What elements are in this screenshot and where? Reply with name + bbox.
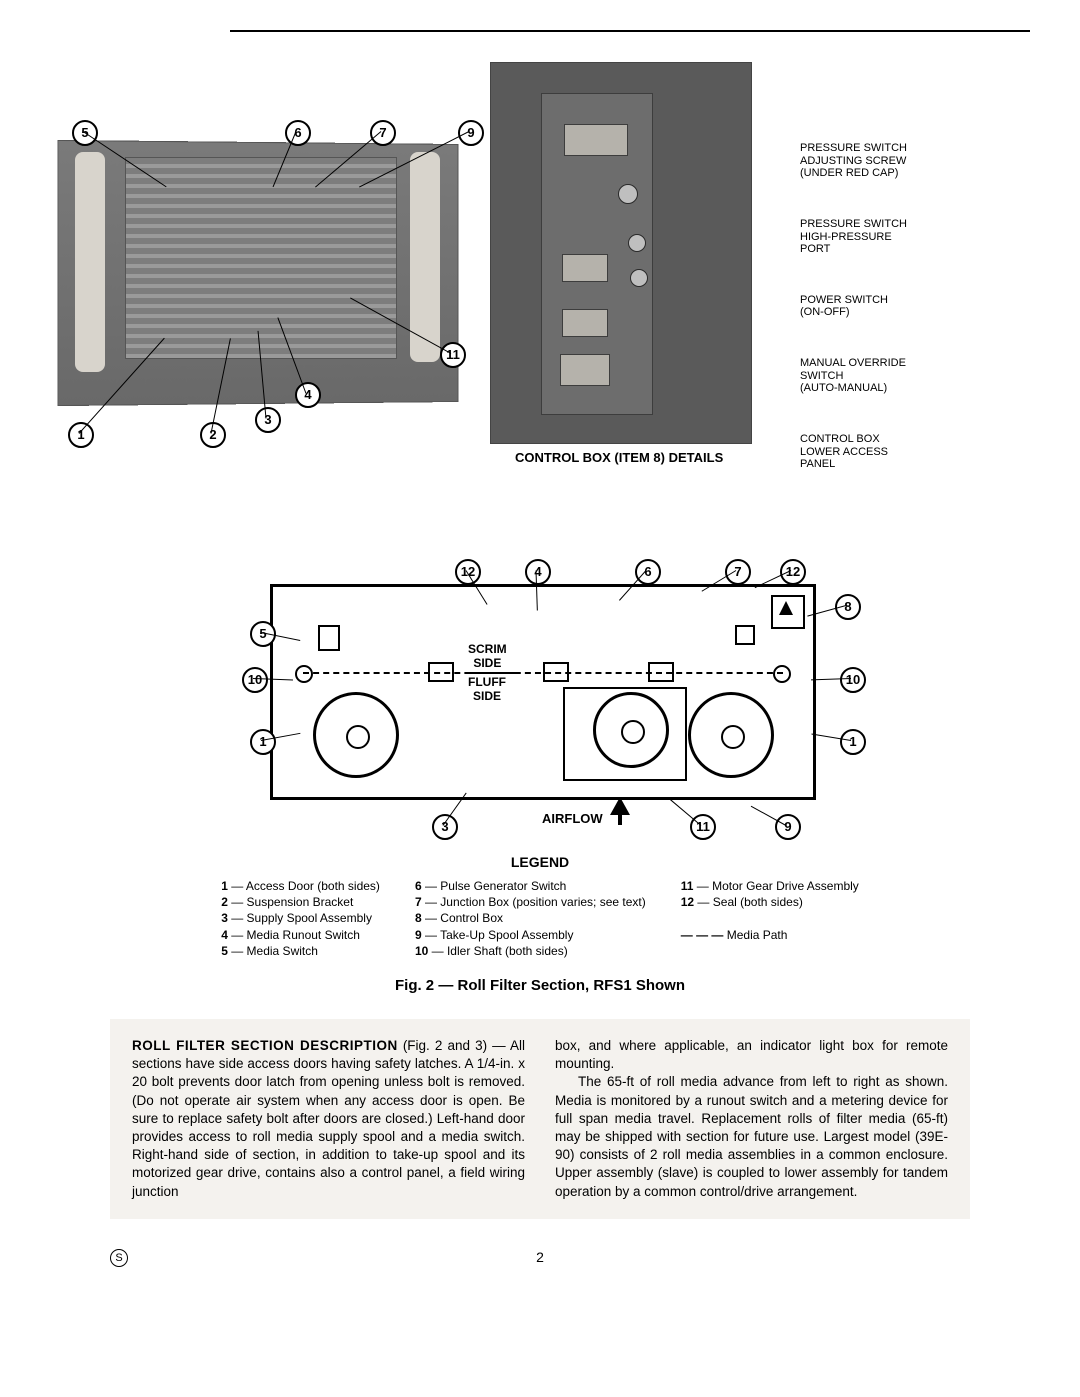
power-knob (630, 269, 648, 287)
control-photo-bg (490, 62, 752, 444)
legend-row: 9 — Take-Up Spool Assembly (415, 927, 646, 943)
photo-callout: 11 (440, 342, 466, 368)
adjust-screw (618, 184, 638, 204)
legend-col-2: 6 — Pulse Generator Switch7 — Junction B… (415, 878, 646, 959)
diagram-wrap: SCRIM SIDE FLUFF SIDE AIRFLOW 1246712851… (50, 559, 1030, 844)
legend-row: 2 — Suspension Bracket (221, 894, 380, 910)
control-label: PRESSURE SWITCHHIGH-PRESSUREPORT (800, 218, 990, 256)
diagram-callout: 3 (432, 814, 458, 840)
diagram-callout: 4 (525, 559, 551, 585)
page-number: 2 (536, 1249, 544, 1265)
control-box-sym (771, 595, 805, 629)
legend-row: 3 — Supply Spool Assembly (221, 910, 380, 926)
photo-callout: 6 (285, 120, 311, 146)
legend-row: 6 — Pulse Generator Switch (415, 878, 646, 894)
legend-row: — — — Media Path (681, 927, 859, 943)
diagram-callout: 6 (635, 559, 661, 585)
top-rule (230, 30, 1030, 32)
legend-columns: 1 — Access Door (both sides)2 — Suspensi… (90, 878, 990, 959)
diagram-callout: 10 (242, 667, 268, 693)
switch-plate-1 (562, 254, 608, 282)
legend-row: 8 — Control Box (415, 910, 646, 926)
airflow-stem (618, 811, 622, 825)
body-col1-text: (Fig. 2 and 3) — All sections have side … (132, 1038, 525, 1199)
airflow-label: AIRFLOW (542, 811, 603, 826)
lead-in: ROLL FILTER SECTION DESCRIPTION (132, 1038, 398, 1053)
takeup-roll (410, 152, 440, 362)
legend-row: 10 — Idler Shaft (both sides) (415, 943, 646, 959)
legend-row: 4 — Media Runout Switch (221, 927, 380, 943)
legend-col-1: 1 — Access Door (both sides)2 — Suspensi… (221, 878, 380, 959)
idler-right (773, 665, 791, 683)
photo-callout: 4 (295, 382, 321, 408)
legend-col-3: 11 — Motor Gear Drive Assembly12 — Seal … (681, 878, 859, 959)
media-path-dash (303, 672, 783, 674)
diagram-callout: 7 (725, 559, 751, 585)
supply-roll (75, 152, 105, 372)
body-col-2: box, and where applicable, an indicator … (555, 1037, 948, 1201)
legend-row: 11 — Motor Gear Drive Assembly (681, 878, 859, 894)
legend-row: 5 — Media Switch (221, 943, 380, 959)
figures-row: 5679123411 CONTROL BOX (ITEM 8) DETAILS … (50, 42, 1030, 509)
label-plate (564, 124, 628, 156)
switch-plate-3 (560, 354, 610, 386)
takeup-spool (688, 692, 774, 778)
control-label: PRESSURE SWITCHADJUSTING SCREW(UNDER RED… (800, 142, 990, 180)
drive-frame (563, 687, 687, 781)
roll-filter-photo: 5679123411 (50, 42, 480, 452)
diagram-callout: 1 (840, 729, 866, 755)
legend-row: 12 — Seal (both sides) (681, 894, 859, 910)
fluff-label: FLUFF SIDE (468, 675, 506, 703)
circle-s-icon: S (110, 1249, 128, 1267)
media-switch-box (318, 625, 340, 651)
control-caption: CONTROL BOX (ITEM 8) DETAILS (515, 450, 723, 465)
photo-callout: 7 (370, 120, 396, 146)
body-text: ROLL FILTER SECTION DESCRIPTION (Fig. 2 … (110, 1019, 970, 1219)
footer: S 2 (50, 1249, 1030, 1279)
diagram-callout: 10 (840, 667, 866, 693)
legend-row: 1 — Access Door (both sides) (221, 878, 380, 894)
diagram: SCRIM SIDE FLUFF SIDE AIRFLOW 1246712851… (220, 559, 860, 839)
port-knob (628, 234, 646, 252)
control-labels: PRESSURE SWITCHADJUSTING SCREW(UNDER RED… (800, 42, 990, 509)
control-box-photo: CONTROL BOX (ITEM 8) DETAILS (490, 42, 790, 452)
switch-plate-2 (562, 309, 608, 337)
photo-callout: 3 (255, 407, 281, 433)
supply-spool (313, 692, 399, 778)
photo-callout: 9 (458, 120, 484, 146)
junction-box (735, 625, 755, 645)
control-label: POWER SWITCH(ON-OFF) (800, 294, 990, 319)
diagram-callout: 1 (250, 729, 276, 755)
panel-plate (541, 93, 653, 415)
diagram-frame: SCRIM SIDE FLUFF SIDE (270, 584, 816, 800)
legend-row: 7 — Junction Box (position varies; see t… (415, 894, 646, 910)
legend-title: LEGEND (50, 854, 1030, 870)
control-label: MANUAL OVERRIDESWITCH(AUTO-MANUAL) (800, 357, 990, 395)
legend-row (681, 910, 859, 926)
diagram-callout: 9 (775, 814, 801, 840)
photo-callout: 1 (68, 422, 94, 448)
control-label: CONTROL BOXLOWER ACCESSPANEL (800, 433, 990, 471)
scrim-label: SCRIM SIDE (468, 642, 507, 670)
diagram-leader (670, 799, 701, 826)
arrow-icon (779, 601, 793, 615)
body-col-1: ROLL FILTER SECTION DESCRIPTION (Fig. 2 … (132, 1037, 525, 1201)
page: 5679123411 CONTROL BOX (ITEM 8) DETAILS … (0, 0, 1080, 1309)
idler-left (295, 665, 313, 683)
figure-title: Fig. 2 — Roll Filter Section, RFS1 Shown (50, 977, 1030, 994)
divider-line (465, 672, 515, 674)
